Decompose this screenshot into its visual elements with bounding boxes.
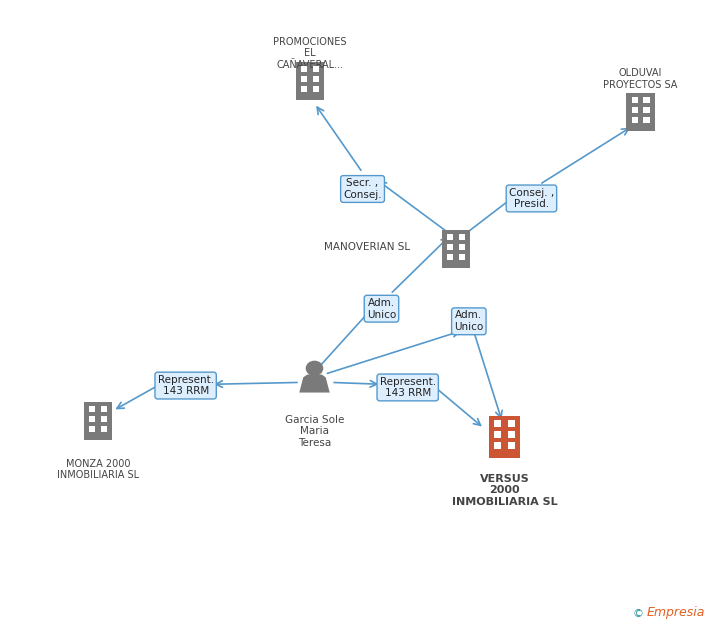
FancyBboxPatch shape <box>459 254 464 260</box>
Text: ©: © <box>633 609 648 619</box>
FancyBboxPatch shape <box>507 420 515 427</box>
Text: Secr. ,
Consej.: Secr. , Consej. <box>343 178 382 200</box>
FancyBboxPatch shape <box>84 436 112 440</box>
FancyBboxPatch shape <box>494 442 502 449</box>
FancyBboxPatch shape <box>101 406 107 412</box>
Text: MONZA 2000
INMOBILIARIA SL: MONZA 2000 INMOBILIARIA SL <box>58 459 139 480</box>
Text: Adm.
Unico: Adm. Unico <box>367 298 396 319</box>
FancyBboxPatch shape <box>313 76 319 82</box>
FancyBboxPatch shape <box>313 86 319 92</box>
Text: MANOVERIAN SL: MANOVERIAN SL <box>324 242 410 252</box>
FancyBboxPatch shape <box>632 107 638 113</box>
FancyBboxPatch shape <box>447 254 453 260</box>
FancyBboxPatch shape <box>494 432 502 438</box>
FancyBboxPatch shape <box>627 93 655 127</box>
FancyBboxPatch shape <box>632 117 638 123</box>
FancyBboxPatch shape <box>296 96 324 100</box>
FancyBboxPatch shape <box>488 454 521 458</box>
Text: Adm.
Unico: Adm. Unico <box>454 311 483 332</box>
Text: PROMOCIONES
EL
CAÑAVERAL...: PROMOCIONES EL CAÑAVERAL... <box>274 37 347 70</box>
FancyBboxPatch shape <box>459 244 464 250</box>
FancyBboxPatch shape <box>632 97 638 103</box>
FancyBboxPatch shape <box>296 62 324 96</box>
Polygon shape <box>299 374 330 392</box>
FancyBboxPatch shape <box>301 66 307 72</box>
FancyBboxPatch shape <box>90 416 95 422</box>
Text: Empresia: Empresia <box>646 605 705 619</box>
Circle shape <box>306 360 323 376</box>
FancyBboxPatch shape <box>447 244 453 250</box>
FancyBboxPatch shape <box>301 76 307 82</box>
FancyBboxPatch shape <box>644 97 649 103</box>
FancyBboxPatch shape <box>442 230 470 264</box>
Text: VERSUS
2000
INMOBILIARIA SL: VERSUS 2000 INMOBILIARIA SL <box>451 474 558 507</box>
FancyBboxPatch shape <box>644 107 649 113</box>
Text: Garcia Sole
Maria
Teresa: Garcia Sole Maria Teresa <box>285 415 344 448</box>
FancyBboxPatch shape <box>627 127 655 132</box>
Text: Represent.
143 RRM: Represent. 143 RRM <box>157 375 214 396</box>
FancyBboxPatch shape <box>488 416 521 454</box>
FancyBboxPatch shape <box>90 426 95 432</box>
Text: OLDUVAI
PROYECTOS SA: OLDUVAI PROYECTOS SA <box>604 68 678 89</box>
FancyBboxPatch shape <box>90 406 95 412</box>
FancyBboxPatch shape <box>301 86 307 92</box>
FancyBboxPatch shape <box>494 420 502 427</box>
FancyBboxPatch shape <box>459 234 464 240</box>
FancyBboxPatch shape <box>447 234 453 240</box>
FancyBboxPatch shape <box>101 416 107 422</box>
FancyBboxPatch shape <box>644 117 649 123</box>
FancyBboxPatch shape <box>313 66 319 72</box>
FancyBboxPatch shape <box>507 442 515 449</box>
FancyBboxPatch shape <box>101 426 107 432</box>
Text: Consej. ,
Presid.: Consej. , Presid. <box>509 188 554 209</box>
FancyBboxPatch shape <box>507 432 515 438</box>
FancyBboxPatch shape <box>442 264 470 268</box>
Text: Represent.
143 RRM: Represent. 143 RRM <box>379 377 436 398</box>
FancyBboxPatch shape <box>84 402 112 436</box>
